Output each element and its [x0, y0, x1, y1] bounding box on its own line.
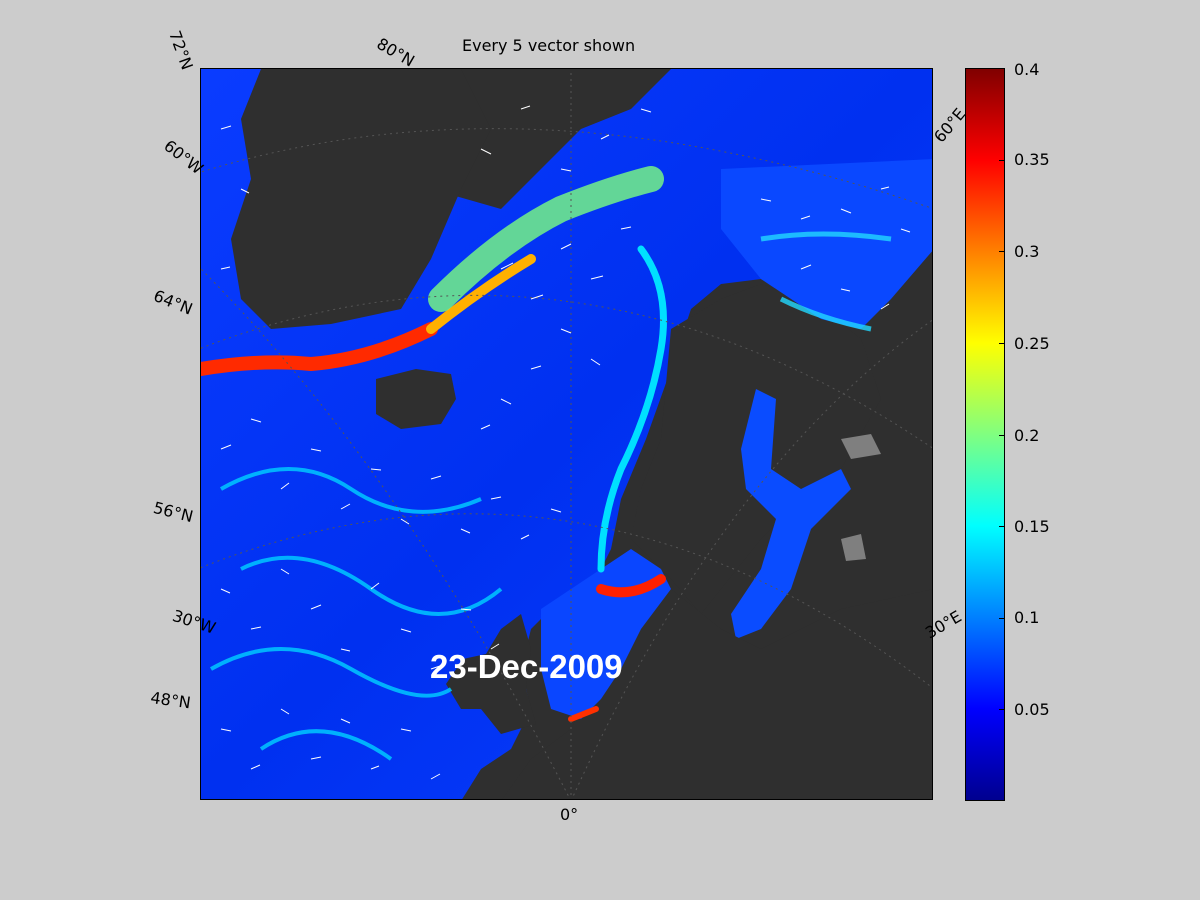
britain-land	[446, 614, 536, 734]
map-canvas	[201, 69, 932, 799]
lat-label-56n: 56°N	[151, 498, 196, 527]
ice-patch	[841, 434, 881, 459]
lat-label-72n: 72°N	[165, 28, 197, 73]
english-channel-jet	[568, 706, 599, 722]
colorbar-tick-mark	[999, 343, 1005, 344]
barents-sea	[721, 159, 932, 329]
colorbar-tick-mark	[999, 526, 1005, 527]
barents-streaks	[760, 231, 892, 332]
denmark-strait-flow	[426, 254, 536, 334]
lat-label-64n: 64°N	[150, 286, 196, 319]
colorbar-tick-mark	[999, 251, 1005, 252]
norwegian-coastal-current	[597, 245, 667, 573]
lat-label-48n: 48°N	[149, 688, 192, 713]
ice-patch	[841, 534, 866, 561]
colorbar-tick: 0.15	[1014, 517, 1050, 536]
graticule-lines	[201, 69, 932, 799]
iceland-land	[376, 369, 456, 429]
colorbar-tick: 0.35	[1014, 150, 1050, 169]
skagerrak-jet	[596, 574, 666, 598]
colorbar-tick: 0.25	[1014, 334, 1050, 353]
date-label: 23-Dec-2009	[430, 648, 623, 685]
colorbar-tick-mark	[999, 435, 1005, 436]
irminger-current	[201, 322, 438, 376]
east-greenland-current	[428, 166, 664, 312]
colorbar-tick-mark	[999, 709, 1005, 710]
velocity-vectors	[220, 105, 911, 780]
lat-label-80n: 80°N	[373, 34, 418, 71]
colorbar-tick-mark	[999, 618, 1005, 619]
colorbar-tick-mark	[999, 160, 1005, 161]
colorbar	[965, 68, 1005, 801]
map-title: Every 5 vector shown	[462, 36, 636, 55]
lon-label-0: 0°	[560, 805, 579, 824]
ocean-current-map	[200, 68, 933, 800]
lon-label-60e: 60°E	[930, 104, 970, 147]
colorbar-tick: 0.3	[1014, 242, 1040, 261]
colorbar-tick: 0.05	[1014, 700, 1050, 719]
greenland-land	[231, 69, 491, 329]
colorbar-tick: 0.4	[1014, 60, 1040, 79]
colorbar-tick: 0.1	[1014, 608, 1040, 627]
colorbar-tick: 0.2	[1014, 426, 1040, 445]
baltic-sea	[731, 389, 851, 639]
